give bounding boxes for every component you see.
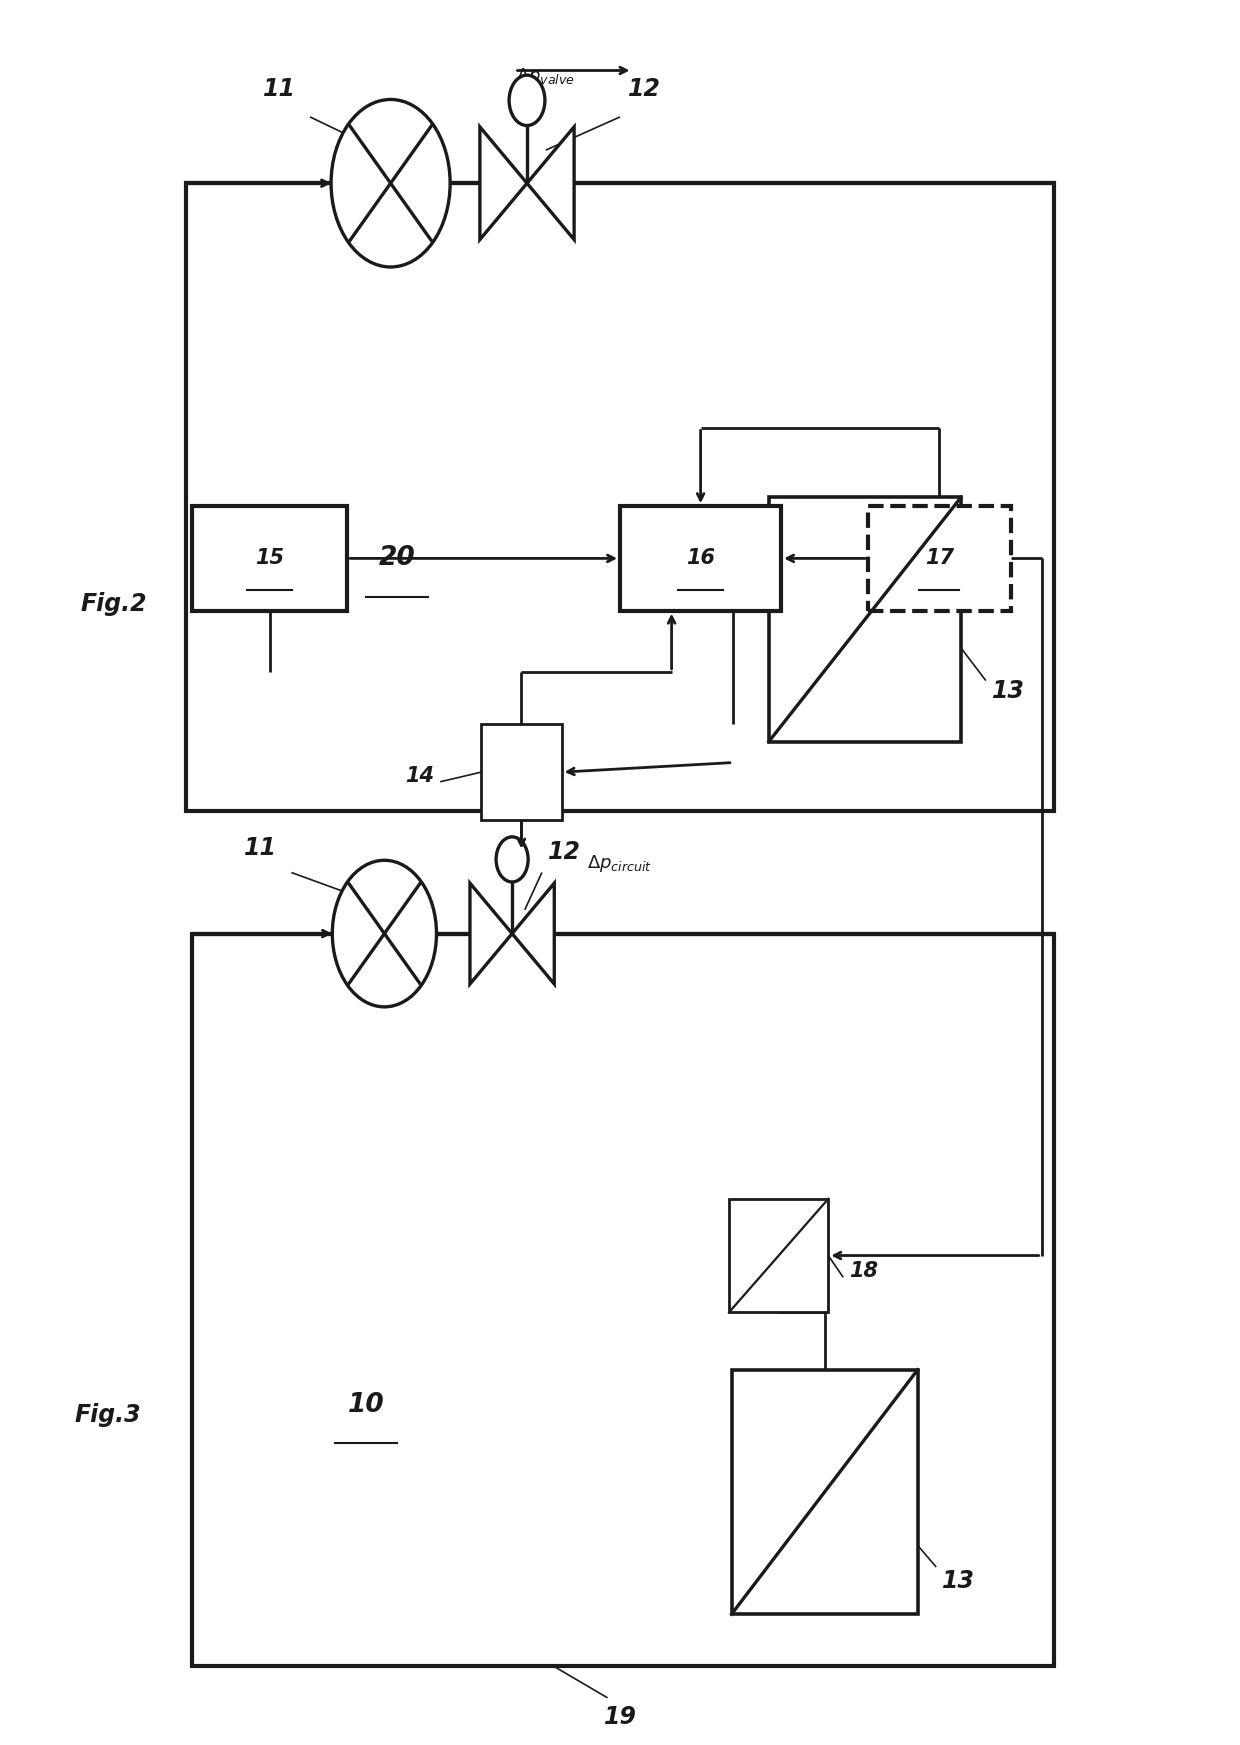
- Bar: [868, 506, 1011, 611]
- Text: 13: 13: [992, 679, 1025, 703]
- Bar: [769, 497, 961, 742]
- Text: 10: 10: [347, 1393, 384, 1417]
- Text: 16: 16: [686, 548, 715, 569]
- Text: 12: 12: [548, 839, 580, 864]
- Polygon shape: [527, 127, 574, 239]
- Bar: [732, 1370, 918, 1614]
- Bar: [186, 183, 1054, 811]
- Text: 14: 14: [405, 766, 434, 785]
- Text: $\Delta p_{\mathit{circuit}}$: $\Delta p_{\mathit{circuit}}$: [588, 853, 652, 874]
- Text: 17: 17: [925, 548, 954, 569]
- Circle shape: [496, 838, 528, 881]
- Text: 11: 11: [244, 836, 277, 860]
- Text: 11: 11: [263, 77, 295, 101]
- Polygon shape: [470, 883, 512, 984]
- Text: $\Delta p_{\mathit{valve}}$: $\Delta p_{\mathit{valve}}$: [516, 66, 575, 87]
- Text: Fig.3: Fig.3: [74, 1403, 141, 1427]
- Bar: [620, 506, 781, 611]
- Bar: [192, 506, 347, 611]
- Bar: [481, 724, 562, 820]
- Circle shape: [510, 75, 544, 126]
- Text: Fig.2: Fig.2: [81, 592, 148, 616]
- Text: 13: 13: [942, 1569, 976, 1593]
- Bar: [729, 1199, 828, 1312]
- Circle shape: [332, 860, 436, 1007]
- Text: 20: 20: [378, 546, 415, 571]
- Circle shape: [331, 99, 450, 267]
- Text: 19: 19: [604, 1705, 636, 1729]
- Bar: [192, 934, 1054, 1666]
- Text: 15: 15: [255, 548, 284, 569]
- Polygon shape: [512, 883, 554, 984]
- Text: 12: 12: [629, 77, 661, 101]
- Text: 18: 18: [849, 1262, 878, 1281]
- Polygon shape: [480, 127, 527, 239]
